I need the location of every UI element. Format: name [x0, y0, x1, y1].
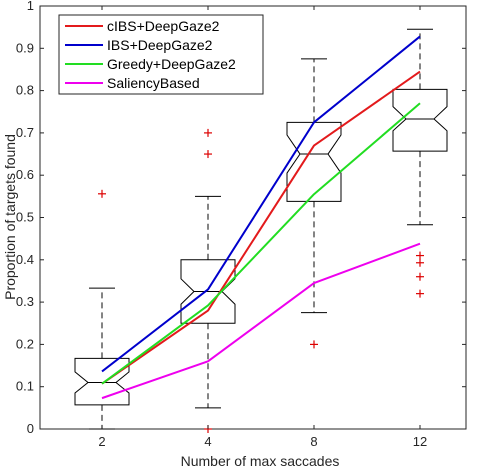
- boxplot-12: [392, 28, 448, 298]
- series-line-ibs-deepgaze2: [101, 35, 421, 373]
- notched-box: [286, 121, 342, 202]
- x-axis-label: Number of max saccades: [181, 453, 340, 469]
- legend-label: SaliencyBased: [107, 75, 200, 91]
- series-line-greedy-deepgaze2: [101, 102, 421, 385]
- notched-box: [180, 259, 236, 324]
- y-axis-label: Proportion of targets found: [2, 134, 18, 300]
- series-line-cibs-deepgaze2: [101, 70, 421, 385]
- notched-box: [74, 357, 130, 406]
- series-lines: [101, 35, 421, 400]
- outlier-marker: [204, 128, 212, 137]
- outlier-marker: [204, 150, 212, 159]
- y-tick-label: 0.5: [16, 210, 34, 225]
- boxplot-8: [286, 58, 342, 349]
- y-tick-label: 0: [27, 421, 34, 436]
- notched-box: [392, 88, 448, 152]
- axis-ticks: 00.10.20.30.40.50.60.70.80.912 4 8 12: [16, 0, 466, 449]
- series-line-saliencybased: [101, 242, 421, 400]
- y-tick-label: 0.2: [16, 336, 34, 351]
- x-tick-label: 12: [413, 434, 427, 449]
- y-tick-label: 0.7: [16, 125, 34, 140]
- legend: cIBS+DeepGaze2 IBS+DeepGaze2 Greedy+DeepGa…: [58, 14, 264, 95]
- legend-label: IBS+DeepGaze2: [107, 37, 213, 53]
- legend-label: cIBS+DeepGaze2: [107, 18, 220, 34]
- y-tick-label: 0.8: [16, 83, 34, 98]
- y-tick-label: 0.9: [16, 40, 34, 55]
- x-tick-label: 4: [204, 434, 211, 449]
- y-tick-label: 0.1: [16, 379, 34, 394]
- outlier-marker: [98, 189, 106, 198]
- outlier-marker: [310, 340, 318, 349]
- boxplot-2: [74, 189, 130, 430]
- y-tick-label: 1: [27, 0, 34, 13]
- boxplot-4: [180, 128, 236, 433]
- boxplots: [74, 28, 448, 433]
- x-tick-label: 2: [98, 434, 105, 449]
- legend-label: Greedy+DeepGaze2: [107, 56, 236, 72]
- y-tick-label: 0.6: [16, 167, 34, 182]
- legend-box: [58, 14, 264, 95]
- x-tick-label: 8: [310, 434, 317, 449]
- outlier-marker: [416, 258, 424, 267]
- y-tick-label: 0.4: [16, 252, 34, 267]
- outlier-marker: [416, 251, 424, 260]
- y-tick-label: 0.3: [16, 294, 34, 309]
- outlier-marker: [416, 289, 424, 298]
- outlier-marker: [416, 272, 424, 281]
